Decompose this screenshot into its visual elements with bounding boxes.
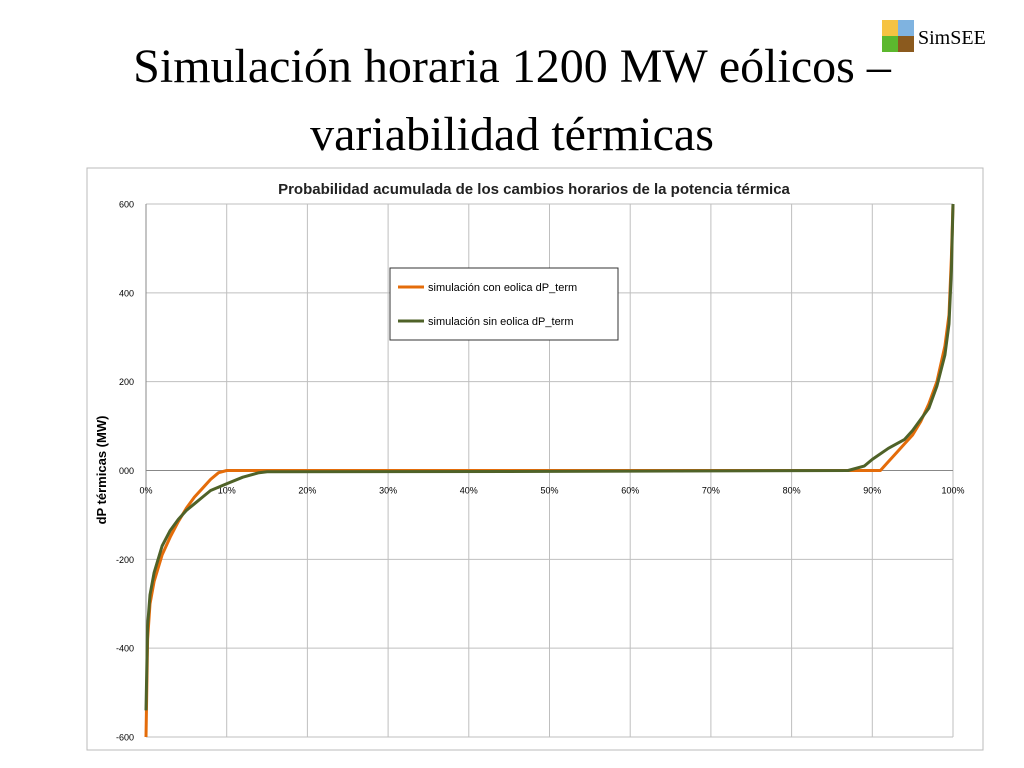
logo-text: SimSEE [918,27,986,49]
y-tick-label: -200 [116,555,134,565]
logo: SimSEE [882,20,986,52]
y-tick-label: 200 [119,377,134,387]
y-tick-label: -600 [116,733,134,743]
legend-label: simulación con eolica dP_term [428,282,577,294]
x-tick-label: 50% [540,486,558,496]
x-tick-label: 60% [621,486,639,496]
logo-square [882,20,898,36]
y-tick-label: 000 [119,466,134,476]
x-tick-label: 20% [298,486,316,496]
logo-square [882,36,898,52]
chart-frame [86,167,984,751]
series-line [144,203,955,711]
logo-square [898,20,914,36]
chart-title: Probabilidad acumulada de los cambios ho… [278,181,790,198]
x-tick-label: 30% [379,486,397,496]
y-tick-label: -400 [116,644,134,654]
slide-title: Simulación horaria 1200 MW eólicos – [133,40,892,93]
x-tick-label: 10% [218,486,236,496]
x-tick-label: 100% [941,486,964,496]
legend-box [389,267,619,341]
x-tick-label: 70% [702,486,720,496]
slide-title: variabilidad térmicas [310,108,714,161]
y-tick-label: 600 [119,200,134,210]
logo-square [898,36,914,52]
y-tick-label: 400 [119,288,134,298]
x-tick-label: 90% [863,486,881,496]
y-axis-label: dP térmicas (MW) [94,416,109,525]
x-tick-label: 40% [460,486,478,496]
x-tick-label: 80% [783,486,801,496]
legend-label: simulación sin eolica dP_term [428,316,574,328]
